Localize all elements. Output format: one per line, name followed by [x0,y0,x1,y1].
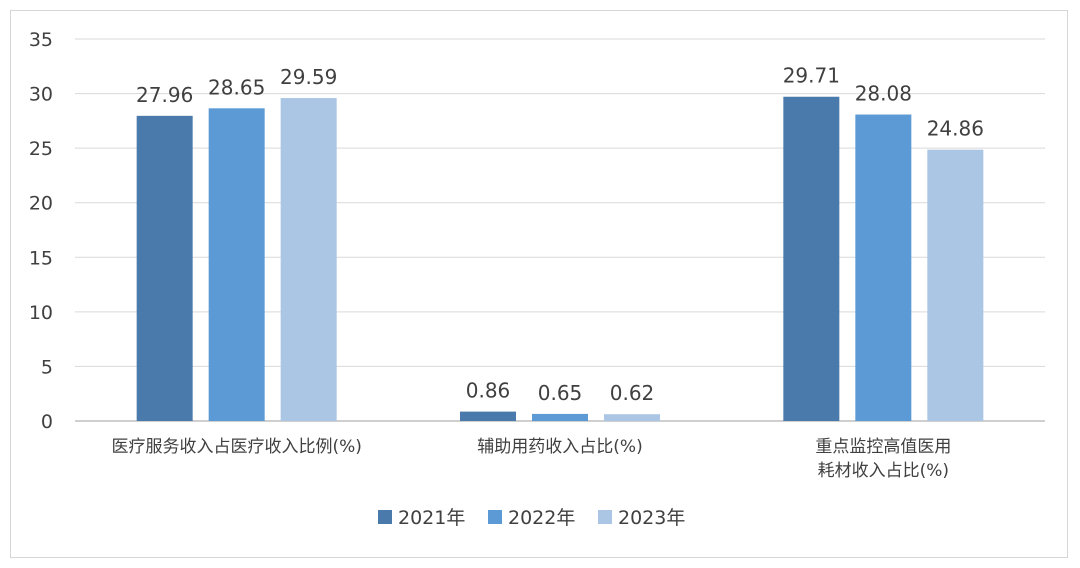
category-label: 重点监控高值医用 [815,437,951,457]
category-label: 辅助用药收入占比(%) [477,437,642,457]
legend-swatch-2022年 [488,510,502,524]
legend-label: 2021年 [398,507,465,529]
y-tick-label: 15 [29,247,53,269]
y-tick-label: 5 [41,356,53,378]
data-label: 0.62 [610,381,655,405]
legend-swatch-2023年 [598,510,612,524]
legend-swatch-2021年 [378,510,392,524]
bar-2022年-1 [532,413,588,421]
data-label: 28.65 [208,75,265,99]
bar-2021年-2 [783,96,840,421]
legend-label: 2023年 [618,507,685,529]
bar-2022年-2 [855,114,912,421]
bar-2021年-1 [460,411,516,421]
data-label: 28.08 [855,82,912,106]
legend-label: 2022年 [508,507,575,529]
bar-2023年-1 [604,414,660,421]
category-label: 医疗服务收入占医疗收入比例(%) [111,437,361,457]
data-label: 0.65 [538,381,583,405]
y-tick-label: 0 [41,411,53,433]
bar-2023年-0 [280,98,337,421]
category-label: 耗材收入占比(%) [818,461,949,481]
data-label: 24.86 [927,117,984,141]
bar-2021年-0 [136,115,193,421]
data-label: 29.71 [783,64,840,88]
data-label: 27.96 [136,83,193,107]
bar-2022年-0 [208,108,265,421]
y-tick-label: 30 [29,84,53,106]
y-tick-label: 25 [29,138,53,160]
data-label: 0.86 [466,379,511,403]
y-tick-label: 10 [29,302,53,324]
bar-2023年-2 [927,149,984,422]
y-tick-label: 20 [29,193,53,215]
data-label: 29.59 [280,65,337,89]
y-tick-label: 35 [29,29,53,51]
